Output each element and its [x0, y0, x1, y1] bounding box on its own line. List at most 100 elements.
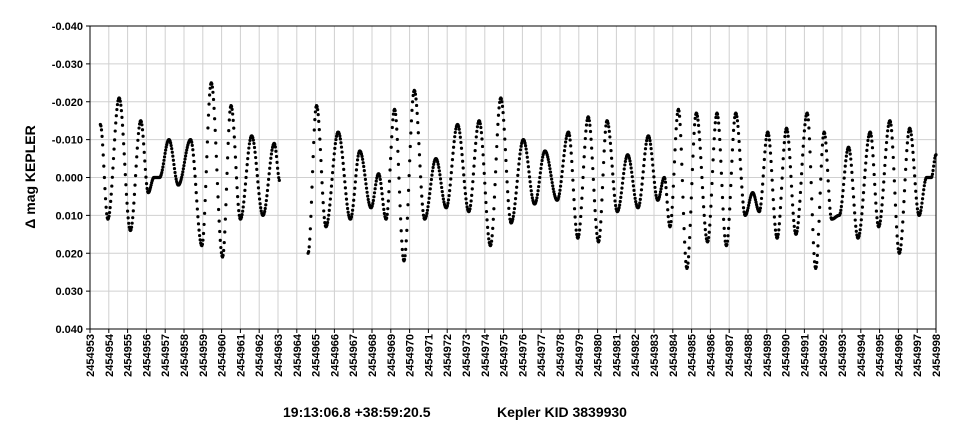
data-point — [672, 172, 676, 176]
data-point — [526, 160, 530, 164]
data-point — [191, 153, 195, 157]
data-point — [361, 161, 365, 165]
data-point — [385, 216, 389, 220]
data-point — [718, 148, 722, 152]
data-point — [701, 195, 705, 199]
data-point — [894, 225, 899, 229]
data-point — [110, 175, 114, 179]
data-point — [397, 176, 401, 180]
data-point — [198, 233, 202, 238]
data-point — [140, 123, 144, 127]
data-point — [577, 232, 581, 237]
data-point — [668, 223, 673, 228]
data-point — [789, 184, 794, 188]
data-point — [331, 164, 335, 168]
data-point — [453, 130, 457, 135]
data-point — [715, 112, 720, 116]
data-point — [475, 125, 480, 129]
data-point — [699, 156, 703, 160]
data-point — [140, 128, 145, 132]
data-point — [840, 200, 844, 204]
data-point — [322, 216, 326, 220]
data-point — [801, 144, 805, 148]
data-point — [571, 188, 576, 192]
data-point — [869, 134, 873, 138]
data-point — [459, 140, 463, 145]
data-point — [652, 180, 657, 184]
data-point — [404, 239, 408, 243]
data-point — [224, 187, 229, 191]
data-point — [231, 118, 235, 122]
data-point — [717, 121, 721, 125]
data-point — [333, 142, 337, 146]
data-point — [628, 159, 632, 163]
data-point — [407, 174, 411, 178]
data-point — [309, 214, 313, 218]
data-point — [562, 154, 566, 158]
data-point — [870, 139, 874, 143]
data-point — [696, 123, 701, 128]
data-point — [706, 239, 710, 243]
data-point — [107, 214, 111, 218]
x-tick-label: 2454975 — [499, 334, 511, 377]
data-point — [881, 196, 885, 200]
data-point — [413, 89, 417, 93]
data-point — [374, 183, 378, 187]
data-point — [587, 119, 591, 123]
data-point — [449, 177, 453, 181]
data-point — [386, 199, 390, 203]
data-point — [773, 228, 778, 232]
data-point — [865, 148, 869, 152]
data-point — [517, 157, 522, 161]
data-point — [403, 254, 407, 258]
data-point — [591, 166, 595, 171]
data-point — [571, 178, 575, 182]
data-point — [457, 125, 461, 129]
data-point — [695, 114, 700, 118]
data-point — [475, 129, 479, 133]
data-point — [364, 186, 369, 190]
data-point — [489, 242, 493, 247]
data-point — [460, 152, 464, 157]
data-point — [572, 197, 576, 202]
data-point — [598, 235, 602, 239]
data-point — [580, 186, 585, 190]
data-point — [574, 222, 578, 226]
data-point — [227, 129, 231, 133]
data-point — [859, 218, 863, 222]
data-point — [911, 158, 916, 162]
data-point — [539, 162, 544, 166]
data-point — [872, 172, 876, 177]
data-point — [569, 144, 573, 148]
data-point — [112, 147, 116, 151]
data-point — [840, 194, 845, 199]
data-point — [889, 123, 893, 127]
data-point — [873, 192, 877, 196]
data-point — [767, 134, 771, 138]
data-point — [870, 146, 875, 150]
data-point — [109, 192, 113, 196]
data-point — [396, 162, 401, 166]
data-point — [922, 184, 926, 188]
data-point — [113, 129, 117, 133]
data-point — [191, 148, 195, 152]
x-tick-label: 2454953 — [85, 334, 97, 377]
data-point — [674, 127, 678, 131]
data-point — [349, 215, 354, 219]
data-point — [363, 173, 367, 177]
data-point — [447, 194, 451, 198]
data-point — [500, 100, 504, 104]
data-point — [257, 197, 262, 201]
data-point — [730, 148, 735, 152]
data-point — [592, 188, 596, 192]
data-point — [719, 159, 723, 163]
data-point — [814, 265, 818, 269]
data-point — [914, 196, 918, 200]
data-point — [886, 124, 890, 129]
data-point — [894, 214, 898, 219]
data-point — [693, 116, 697, 120]
data-point — [886, 129, 890, 133]
data-point — [219, 245, 223, 250]
data-point — [572, 207, 577, 211]
data-point — [883, 155, 888, 159]
